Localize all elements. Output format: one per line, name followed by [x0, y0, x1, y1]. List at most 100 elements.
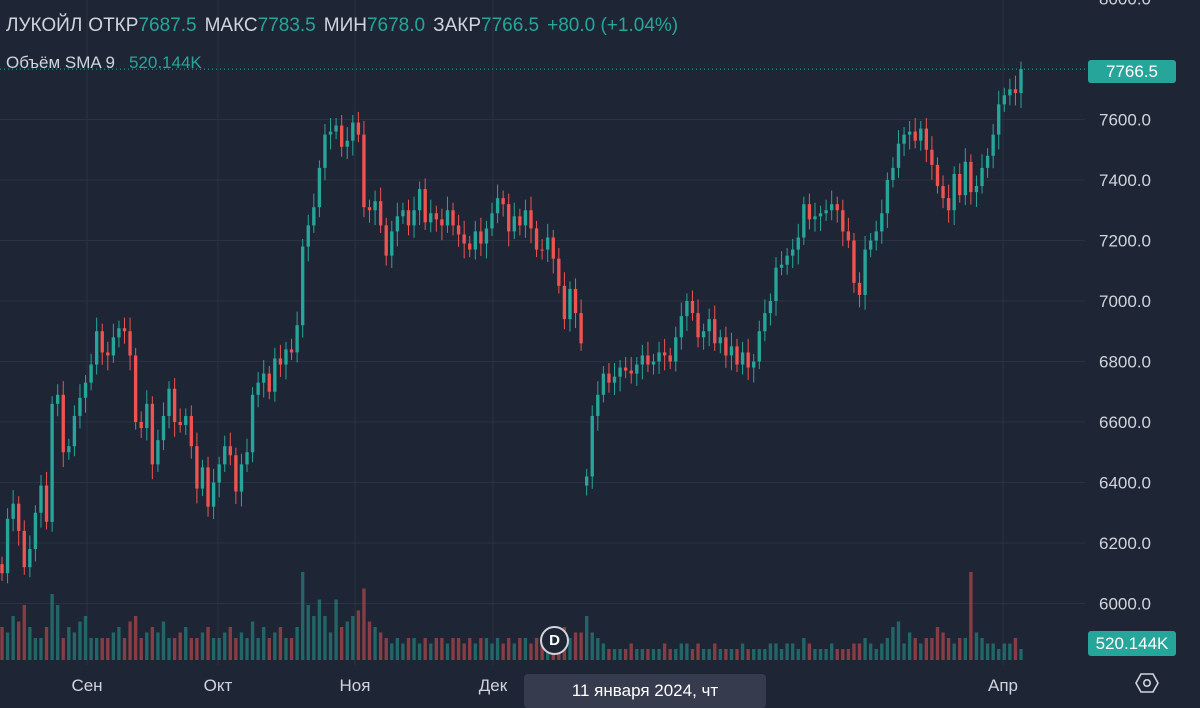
candle-body [67, 446, 71, 453]
candle-body [468, 243, 472, 250]
volume-bar [907, 632, 912, 660]
settings-icon[interactable] [1134, 672, 1160, 694]
candle-body [713, 319, 717, 344]
volume-bar [479, 638, 483, 660]
candle-body [278, 358, 283, 365]
volume-bar [462, 643, 466, 660]
dividend-marker[interactable]: D [540, 626, 569, 655]
candle-body [334, 125, 338, 132]
candle-body [546, 237, 550, 250]
volume-bar [518, 638, 522, 660]
volume-bar [184, 627, 188, 660]
candle-body [818, 213, 823, 217]
volume-bar [902, 643, 906, 660]
volume-bar [629, 643, 633, 660]
candle-body [22, 530, 26, 568]
volume-bar [752, 649, 756, 660]
candle-body [768, 301, 773, 314]
volume-bar [72, 632, 77, 660]
volume-bar [874, 649, 878, 660]
volume-bar [713, 643, 717, 660]
volume-bar [740, 643, 745, 660]
candle-body [139, 422, 143, 429]
candle-body [991, 134, 995, 156]
candle-body [802, 204, 806, 238]
volume-bar [468, 638, 472, 660]
volume-bar [139, 638, 143, 660]
candle-body [83, 382, 88, 398]
volume-bar [206, 627, 210, 660]
candle-body [0, 564, 4, 574]
candle-body [612, 376, 617, 383]
volume-bar [696, 643, 700, 660]
low-label: МИН [323, 15, 367, 36]
volume-bar [356, 610, 361, 660]
candle-body [674, 337, 678, 362]
candle-body [640, 355, 645, 365]
candle-body [145, 403, 149, 429]
volume-bar [974, 632, 979, 660]
candle-body [390, 231, 394, 256]
volume-bar [301, 572, 305, 660]
candle-body [651, 361, 656, 365]
volume-bar [33, 638, 38, 660]
candle-body [924, 128, 929, 150]
volume-bar [852, 643, 856, 660]
volume-bar [579, 632, 583, 660]
volume-bar [685, 643, 689, 660]
volume-bar [195, 638, 199, 660]
volume-bar [997, 649, 1001, 660]
candle-body [412, 210, 416, 226]
time-tick-label: Окт [204, 676, 233, 695]
settings-hexagon-icon[interactable] [1134, 672, 1160, 694]
candle-body [958, 173, 962, 196]
volume-bar [256, 638, 260, 660]
candle-body [256, 382, 260, 395]
volume-bar [657, 649, 661, 660]
candle-body [573, 288, 578, 314]
volume-bar [1002, 643, 1006, 660]
candle-body [618, 367, 622, 377]
volume-bar [50, 594, 54, 660]
candle-body [289, 349, 294, 353]
candle-body [585, 476, 589, 486]
candle-body [423, 189, 427, 223]
volume-bar [412, 638, 416, 660]
candle-body [50, 403, 54, 522]
volume-bar [891, 627, 895, 660]
volume-bar [507, 638, 511, 660]
volume-bar [406, 638, 411, 660]
volume-bar [724, 649, 728, 660]
price-tick-label: 6800.0 [1099, 353, 1151, 372]
volume-bar [339, 627, 344, 660]
candle-body [529, 210, 533, 229]
candle-body [824, 210, 828, 214]
candle-body [891, 167, 895, 180]
volume-bar [512, 643, 516, 660]
volume-bar [991, 643, 995, 660]
volume-bar [401, 643, 405, 660]
candle-body [206, 467, 210, 507]
candle-body [562, 285, 567, 320]
volume-bar [735, 649, 739, 660]
volume-bar [111, 632, 116, 660]
candle-body [701, 331, 706, 338]
volume-bar [863, 638, 867, 660]
volume-bar [534, 638, 539, 660]
candle-body [913, 131, 917, 141]
candle-body [969, 161, 973, 193]
candle-body [11, 503, 15, 519]
volume-bar [568, 638, 572, 660]
time-tick-label: Сен [71, 676, 102, 695]
candle-body [646, 355, 650, 365]
volume-bar [150, 627, 155, 660]
candle-body [896, 143, 901, 168]
candle-body [345, 140, 349, 147]
volume-bar [484, 638, 489, 660]
candle-body [557, 258, 561, 286]
candle-body [830, 204, 834, 211]
candle-body [1019, 69, 1023, 94]
candle-body [1013, 89, 1018, 94]
volume-bar [11, 616, 15, 660]
